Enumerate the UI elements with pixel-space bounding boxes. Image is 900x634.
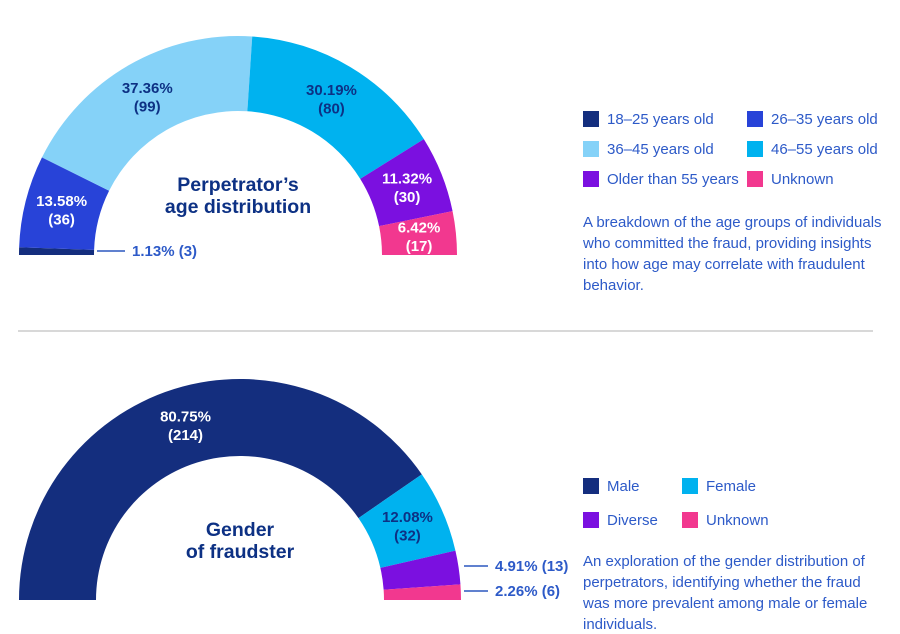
legend-item-diverse: Diverse bbox=[583, 503, 682, 537]
segment-label-36-45-years-old: 37.36% (99) bbox=[122, 80, 173, 116]
chart-segment-male bbox=[19, 379, 422, 600]
age-distribution-description: A breakdown of the age groups of individ… bbox=[583, 214, 882, 294]
legend-label: Older than 55 years bbox=[607, 170, 739, 188]
chart-segment-unknown bbox=[379, 211, 457, 255]
legend-label: Diverse bbox=[607, 511, 658, 529]
chart-segment-26-35-years-old bbox=[19, 157, 110, 250]
legend-swatch-unknown bbox=[747, 171, 763, 187]
chart-segment-46-55-years-old bbox=[247, 36, 424, 179]
legend-item-unknown: Unknown bbox=[682, 503, 769, 537]
legend-swatch-diverse bbox=[583, 512, 599, 528]
chart-segment-18-25-years-old bbox=[19, 247, 95, 255]
segment-label-diverse: 4.91% (13) bbox=[495, 558, 568, 575]
section-divider bbox=[18, 330, 873, 332]
legend-swatch-female bbox=[682, 478, 698, 494]
chart-title: Gender of fraudster bbox=[186, 519, 295, 563]
legend-swatch-36-45-years-old bbox=[583, 141, 599, 157]
legend-item-older-than-55-years: Older than 55 years bbox=[583, 164, 747, 194]
gender-description: An exploration of the gender distributio… bbox=[583, 553, 868, 633]
legend-label: 26–35 years old bbox=[771, 110, 878, 128]
segment-label-unknown: 6.42% (17) bbox=[398, 220, 441, 256]
legend-label: Female bbox=[706, 477, 757, 495]
legend-item-female: Female bbox=[682, 469, 769, 503]
gender-legend: Male Female Diverse Unknown bbox=[583, 469, 769, 537]
legend-item-36-45-years-old: 36–45 years old bbox=[583, 134, 747, 164]
legend-swatch-older-than-55-years bbox=[583, 171, 599, 187]
segment-label-older-than-55-years: 11.32% (30) bbox=[382, 171, 432, 207]
legend-swatch-18-25-years-old bbox=[583, 111, 599, 127]
legend-label: 36–45 years old bbox=[607, 140, 714, 158]
legend-label: Male bbox=[607, 477, 640, 495]
legend-item-18-25-years-old: 18–25 years old bbox=[583, 104, 747, 134]
segment-label-female: 12.08% (32) bbox=[382, 509, 433, 545]
age-distribution-chart: 1.13% (3) 13.58% (36) 37.36% (99) 30.19% (80) 1… bbox=[19, 35, 457, 260]
legend-item-46-55-years-old: 46–55 years old bbox=[747, 134, 878, 164]
legend-label: 46–55 years old bbox=[771, 140, 878, 158]
segment-label-18-25-years-old: 1.13% (3) bbox=[132, 243, 197, 260]
legend-item-26-35-years-old: 26–35 years old bbox=[747, 104, 878, 134]
legend-label: 18–25 years old bbox=[607, 110, 714, 128]
legend-item-unknown: Unknown bbox=[747, 164, 878, 194]
legend-label: Unknown bbox=[771, 170, 834, 188]
legend-swatch-26-35-years-old bbox=[747, 111, 763, 127]
segment-label-46-55-years-old: 30.19% (80) bbox=[306, 82, 357, 118]
chart-segment-unknown bbox=[383, 584, 461, 600]
segment-label-unknown: 2.26% (6) bbox=[495, 583, 560, 600]
gender-chart: 80.75% (214) 12.08% (32) 4.91% (13) 2.26% (6)… bbox=[19, 379, 568, 600]
legend-label: Unknown bbox=[706, 511, 769, 529]
chart-segment-older-than-55-years bbox=[360, 139, 453, 227]
chart-segment-36-45-years-old bbox=[41, 35, 253, 191]
segment-label-26-35-years-old: 13.58% (36) bbox=[36, 193, 87, 229]
legend-swatch-unknown bbox=[682, 512, 698, 528]
legend-swatch-male bbox=[583, 478, 599, 494]
chart-segment-female bbox=[358, 474, 456, 568]
segment-label-male: 80.75% (214) bbox=[160, 408, 211, 444]
chart-segment-diverse bbox=[380, 550, 461, 590]
chart-title: Perpetrator’s age distribution bbox=[165, 174, 311, 218]
legend-swatch-46-55-years-old bbox=[747, 141, 763, 157]
legend-item-male: Male bbox=[583, 469, 682, 503]
age-distribution-legend: 18–25 years old 26–35 years old 36–45 year… bbox=[583, 104, 878, 194]
